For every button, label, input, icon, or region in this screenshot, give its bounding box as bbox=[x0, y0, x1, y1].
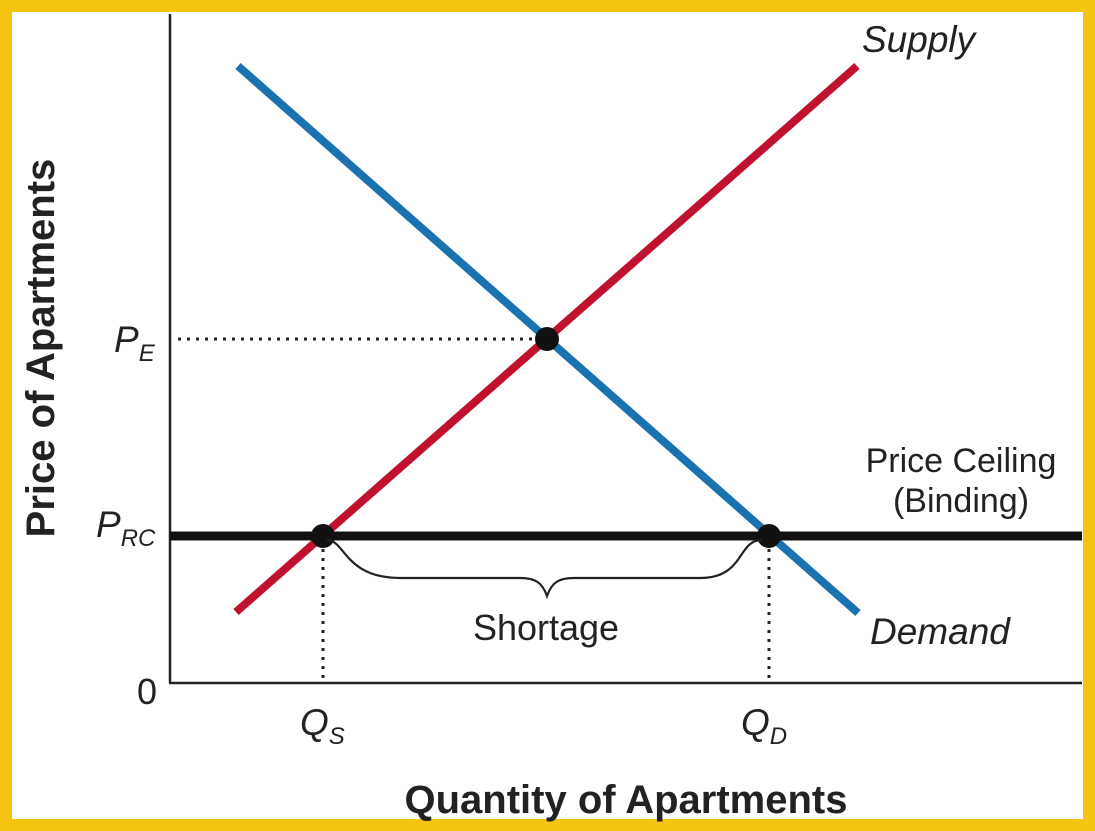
y-axis-title: Price of Apartments bbox=[19, 159, 63, 538]
origin-label: 0 bbox=[137, 671, 157, 712]
demand-label: Demand bbox=[870, 611, 1011, 652]
price-ceiling-label: Price Ceiling bbox=[866, 442, 1057, 480]
quantity-demanded-point bbox=[757, 524, 781, 548]
quantity-supplied-point bbox=[311, 524, 335, 548]
prc-label: PRC bbox=[96, 504, 156, 552]
price-ceiling-binding-label: (Binding) bbox=[893, 482, 1029, 520]
supply-label: Supply bbox=[862, 19, 978, 60]
x-axis-title: Quantity of Apartments bbox=[405, 778, 848, 822]
shortage-brace bbox=[326, 538, 763, 600]
equilibrium-point bbox=[535, 327, 559, 351]
qs-label: QS bbox=[300, 702, 345, 750]
shortage-label: Shortage bbox=[473, 607, 619, 648]
pe-label: PE bbox=[114, 319, 156, 367]
qd-label: QD bbox=[741, 702, 787, 750]
